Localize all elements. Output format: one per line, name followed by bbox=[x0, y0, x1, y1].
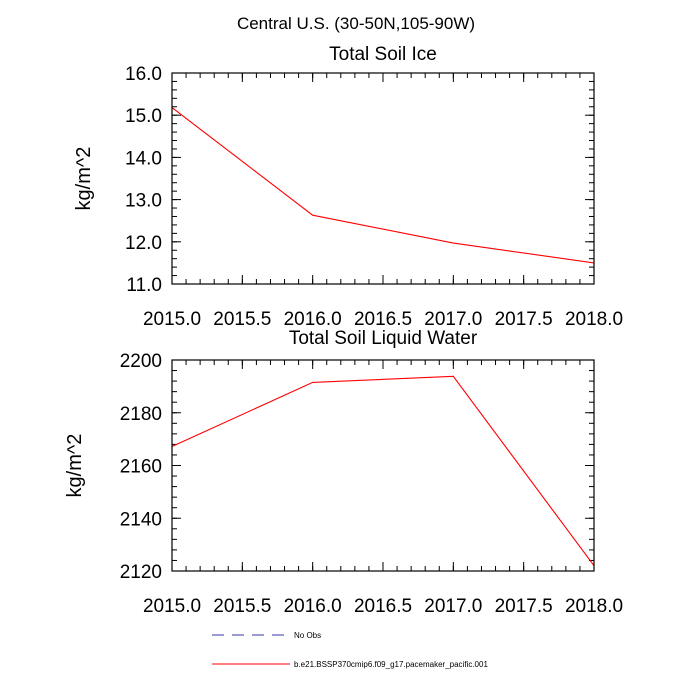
x-tick-label: 2017.5 bbox=[495, 596, 553, 617]
x-tick-label: 2017.0 bbox=[424, 596, 482, 617]
y-tick-label: 12.0 bbox=[125, 233, 162, 254]
x-tick-label: 2017.0 bbox=[424, 309, 482, 330]
x-tick-label: 2018.0 bbox=[565, 596, 623, 617]
y-axis-label: kg/m^2 bbox=[64, 434, 86, 498]
chart-panel-1: Total Soil Ice kg/m^2 2015.0 2015.5 2016.0 20… bbox=[73, 44, 623, 330]
y-tick-label: 2140 bbox=[120, 509, 162, 530]
x-tick-label: 2018.0 bbox=[565, 309, 623, 330]
chart-title: Total Soil Liquid Water bbox=[289, 328, 478, 349]
plot-frame bbox=[171, 72, 595, 285]
y-tick-label: 2200 bbox=[120, 351, 162, 372]
y-axis-label: kg/m^2 bbox=[73, 147, 95, 211]
y-tick-label: 13.0 bbox=[125, 191, 162, 212]
x-tick-label: 2016.5 bbox=[354, 596, 412, 617]
y-tick-label: 11.0 bbox=[126, 275, 162, 296]
legend: No Obs b.e21.BSSP370cmip6.f09_g17.pacemak… bbox=[212, 631, 488, 669]
legend-label-2: b.e21.BSSP370cmip6.f09_g17.pacemaker_pac… bbox=[294, 660, 488, 669]
x-tick-label: 2015.5 bbox=[213, 309, 271, 330]
x-tick-label: 2015.0 bbox=[143, 309, 201, 330]
y-tick-label: 2180 bbox=[120, 404, 162, 425]
figure-title: Central U.S. (30-50N,105-90W) bbox=[237, 14, 475, 33]
y-tick-label: 2160 bbox=[120, 457, 162, 478]
x-tick-label: 2017.5 bbox=[495, 309, 553, 330]
data-series-line bbox=[172, 375, 594, 567]
y-tick-label: 2120 bbox=[120, 562, 162, 583]
x-tick-label: 2016.0 bbox=[284, 309, 342, 330]
y-tick-label: 16.0 bbox=[125, 64, 162, 85]
y-tick-label: 15.0 bbox=[125, 106, 162, 127]
x-tick-label: 2016.5 bbox=[354, 309, 412, 330]
x-tick-label: 2015.5 bbox=[213, 596, 271, 617]
x-tick-label: 2015.0 bbox=[143, 596, 201, 617]
chart-title: Total Soil Ice bbox=[329, 44, 437, 65]
y-tick-label: 14.0 bbox=[125, 148, 162, 169]
x-tick-label: 2016.0 bbox=[284, 596, 342, 617]
legend-label-1: No Obs bbox=[294, 631, 321, 640]
data-series-line bbox=[172, 107, 594, 264]
plot-panels: Total Soil Ice kg/m^2 2015.0 2015.5 2016.0 20… bbox=[64, 44, 623, 617]
plot-frame bbox=[171, 359, 595, 572]
chart-panel-2: Total Soil Liquid Water kg/m^2 2015.0 2015.… bbox=[64, 328, 623, 617]
